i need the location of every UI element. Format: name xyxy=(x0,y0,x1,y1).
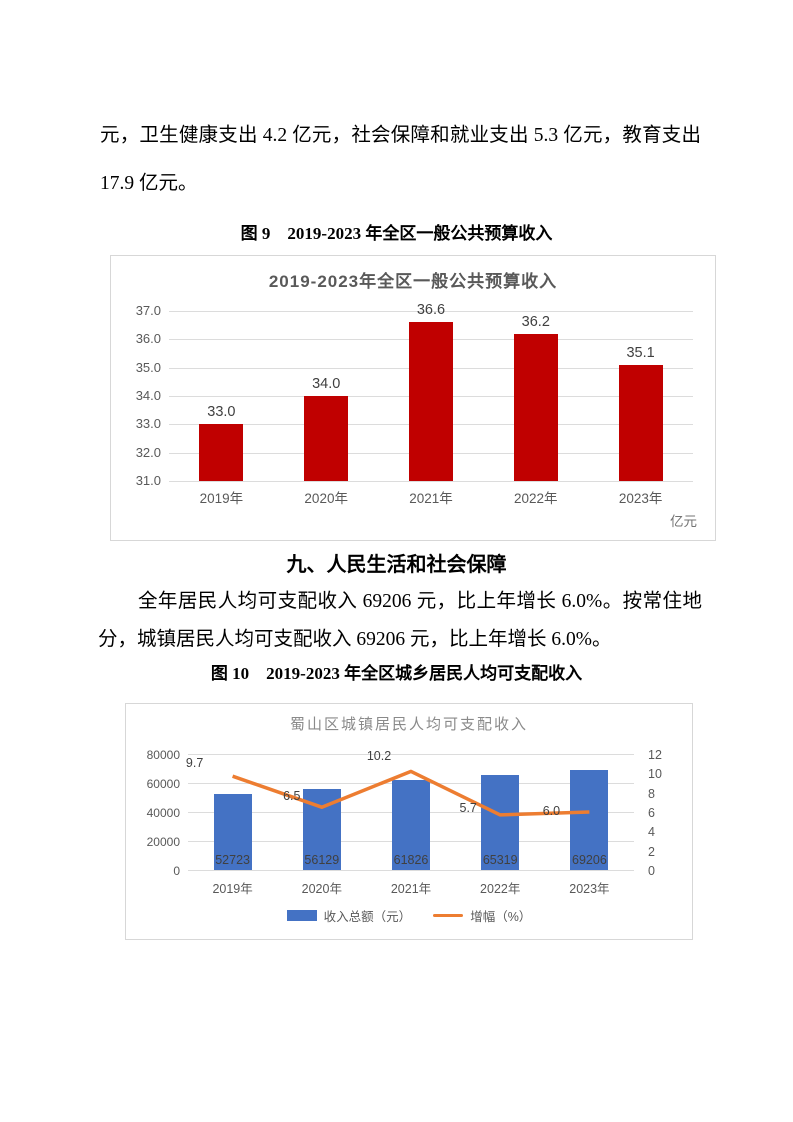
income-bar xyxy=(481,775,520,870)
right-y-tick-label: 2 xyxy=(648,844,655,859)
figure10-chart: 蜀山区城镇居民人均可支配收入 52723 56129 61826 65319 69206… xyxy=(125,703,693,940)
revenue-bar xyxy=(513,333,558,481)
figure10-legend: 收入总额（元） 增幅（%） xyxy=(126,906,692,925)
line-point-label: 5.7 xyxy=(459,800,477,815)
line-swatch-icon xyxy=(433,913,464,918)
left-y-tick-label: 60000 xyxy=(146,777,180,791)
line-point-label: 6.0 xyxy=(542,804,561,818)
bar-swatch-icon xyxy=(286,910,317,921)
bar-slot: 36.2 xyxy=(483,311,588,481)
line-point-label: 6.5 xyxy=(283,789,301,804)
bar-slot: 35.1 xyxy=(588,311,693,481)
bar-slot: 36.6 xyxy=(379,302,484,481)
right-y-tick-label: 6 xyxy=(648,806,655,820)
bar-slot: 65319 xyxy=(456,754,545,870)
growth-line xyxy=(232,769,590,817)
figure10-chart-title: 蜀山区城镇居民人均可支配收入 xyxy=(289,716,528,733)
right-y-tick-label: 12 xyxy=(648,748,662,762)
x-tick-label: 2023年 xyxy=(618,491,663,506)
x-tick-label: 2022年 xyxy=(480,882,521,896)
revenue-bar xyxy=(304,396,349,481)
bar-slot: 34.0 xyxy=(274,311,379,481)
income-bar xyxy=(392,780,430,870)
x-tick-label: 2020年 xyxy=(301,882,342,896)
legend-item-income: 收入总额（元） xyxy=(286,906,412,925)
right-y-tick-label: 0 xyxy=(648,864,655,878)
x-tick-label: 2020年 xyxy=(304,491,348,506)
figure10-caption: 图 10 2019-2023 年全区城乡居民人均可支配收入 xyxy=(210,664,583,683)
legend-item-growth: 增幅（%） xyxy=(433,906,531,925)
legend-label-income: 收入总额（元） xyxy=(323,910,412,924)
bar-value-label: 61826 xyxy=(393,853,429,867)
revenue-bar xyxy=(618,364,663,481)
bar-slot: 61826 xyxy=(366,754,455,870)
figure9-caption: 图 9 2019-2023 年全区一般公共预算收入 xyxy=(240,224,553,243)
y-tick-label: 35.0 xyxy=(135,359,161,375)
line-point-label: 9.7 xyxy=(185,756,204,771)
bar-value-label: 33.0 xyxy=(207,404,236,421)
x-tick-label: 2022年 xyxy=(514,491,558,506)
figure9-chart-title: 2019-2023年全区一般公共预算收入 xyxy=(268,272,558,291)
left-y-tick-label: 80000 xyxy=(146,748,180,762)
y-tick-label: 33.0 xyxy=(135,416,161,432)
revenue-bar xyxy=(199,424,244,481)
figure10-x-axis: 2019年 2020年 2021年 2022年 2023年 xyxy=(188,878,634,897)
left-y-tick-label: 20000 xyxy=(146,835,180,849)
figure9-plot-area: 33.0 34.0 36.6 36.2 35.1 xyxy=(169,302,693,482)
bar-value-label: 65319 xyxy=(482,853,518,867)
y-gridline xyxy=(188,754,634,755)
y-gridline xyxy=(188,870,634,871)
y-tick-label: 34.0 xyxy=(135,388,161,403)
section-heading: 九、人民生活和社会保障 xyxy=(286,554,507,576)
right-y-tick-label: 8 xyxy=(648,786,655,801)
x-tick-label: 2019年 xyxy=(212,882,253,896)
bar-value-label: 69206 xyxy=(572,853,607,867)
right-y-tick-label: 10 xyxy=(648,767,662,782)
y-tick-label: 31.0 xyxy=(135,473,161,488)
section-paragraph: 全年居民人均可支配收入 69206 元，比上年增长 6.0%。按常住地分，城镇居… xyxy=(98,591,702,650)
x-tick-label: 2021年 xyxy=(409,491,453,506)
bar-value-label: 34.0 xyxy=(312,376,341,392)
bar-value-label: 35.1 xyxy=(626,344,655,361)
y-tick-label: 37.0 xyxy=(135,303,161,318)
figure9-chart: 2019-2023年全区一般公共预算收入 33.0 34.0 36.6 36.2 35.… xyxy=(110,255,716,541)
left-y-tick-label: 0 xyxy=(173,864,180,878)
bar-value-label: 36.2 xyxy=(521,313,550,330)
bar-slot: 33.0 xyxy=(169,311,274,481)
y-gridline xyxy=(169,311,693,312)
bar-value-label: 36.6 xyxy=(416,302,446,319)
income-bar xyxy=(213,793,252,870)
bar-slot: 69206 xyxy=(545,754,634,870)
x-tick-label: 2023年 xyxy=(569,882,610,896)
paragraph-top: 元，卫生健康支出 4.2 亿元，社会保障和就业支出 5.3 亿元，教育支出 17… xyxy=(100,125,701,194)
bar-slot: 52723 xyxy=(188,754,277,870)
legend-label-growth: 增幅（%） xyxy=(470,910,532,924)
bar-value-label: 52723 xyxy=(215,853,250,867)
right-y-tick-label: 4 xyxy=(648,825,655,840)
income-bar xyxy=(570,769,609,870)
revenue-bar xyxy=(408,322,453,481)
line-point-label: 10.2 xyxy=(366,749,392,764)
figure9-unit-note: 亿元 xyxy=(670,514,697,529)
figure9-bars: 33.0 34.0 36.6 36.2 35.1 xyxy=(169,302,693,481)
y-tick-label: 32.0 xyxy=(135,444,161,460)
y-tick-label: 36.0 xyxy=(135,331,161,347)
x-tick-label: 2021年 xyxy=(390,882,432,896)
figure9-x-axis: 2019年 2020年 2021年 2022年 2023年 xyxy=(169,487,693,507)
x-tick-label: 2019年 xyxy=(199,491,244,506)
bar-value-label: 56129 xyxy=(304,853,340,867)
left-y-tick-label: 40000 xyxy=(146,806,180,820)
figure10-plot-area: 52723 56129 61826 65319 69206 9.7 6.5 10.2 5.7 6.… xyxy=(185,749,634,871)
y-gridline xyxy=(169,481,693,482)
